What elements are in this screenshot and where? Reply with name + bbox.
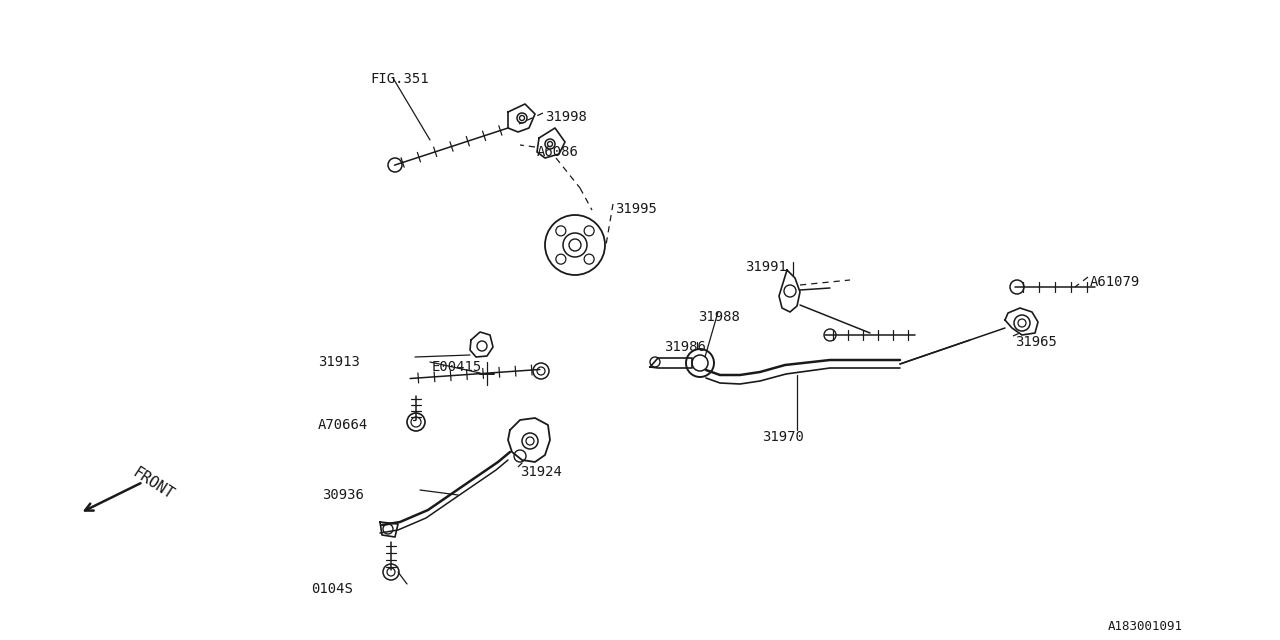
Text: 30936: 30936 [323,488,364,502]
Text: 0104S: 0104S [311,582,353,596]
Text: 31991: 31991 [745,260,787,274]
Text: FIG.351: FIG.351 [370,72,429,86]
Text: 31998: 31998 [545,110,586,124]
Text: 31913: 31913 [317,355,360,369]
Text: A70664: A70664 [317,418,369,432]
Text: 31988: 31988 [698,310,740,324]
Text: 31986: 31986 [664,340,705,354]
Text: A183001091: A183001091 [1108,620,1183,633]
Text: 31965: 31965 [1015,335,1057,349]
Text: 31924: 31924 [520,465,562,479]
Text: 31970: 31970 [762,430,804,444]
Text: A61079: A61079 [1091,275,1140,289]
Text: FRONT: FRONT [131,465,177,503]
Text: A6086: A6086 [538,145,579,159]
Text: 31995: 31995 [614,202,657,216]
Text: E00415: E00415 [433,360,483,374]
